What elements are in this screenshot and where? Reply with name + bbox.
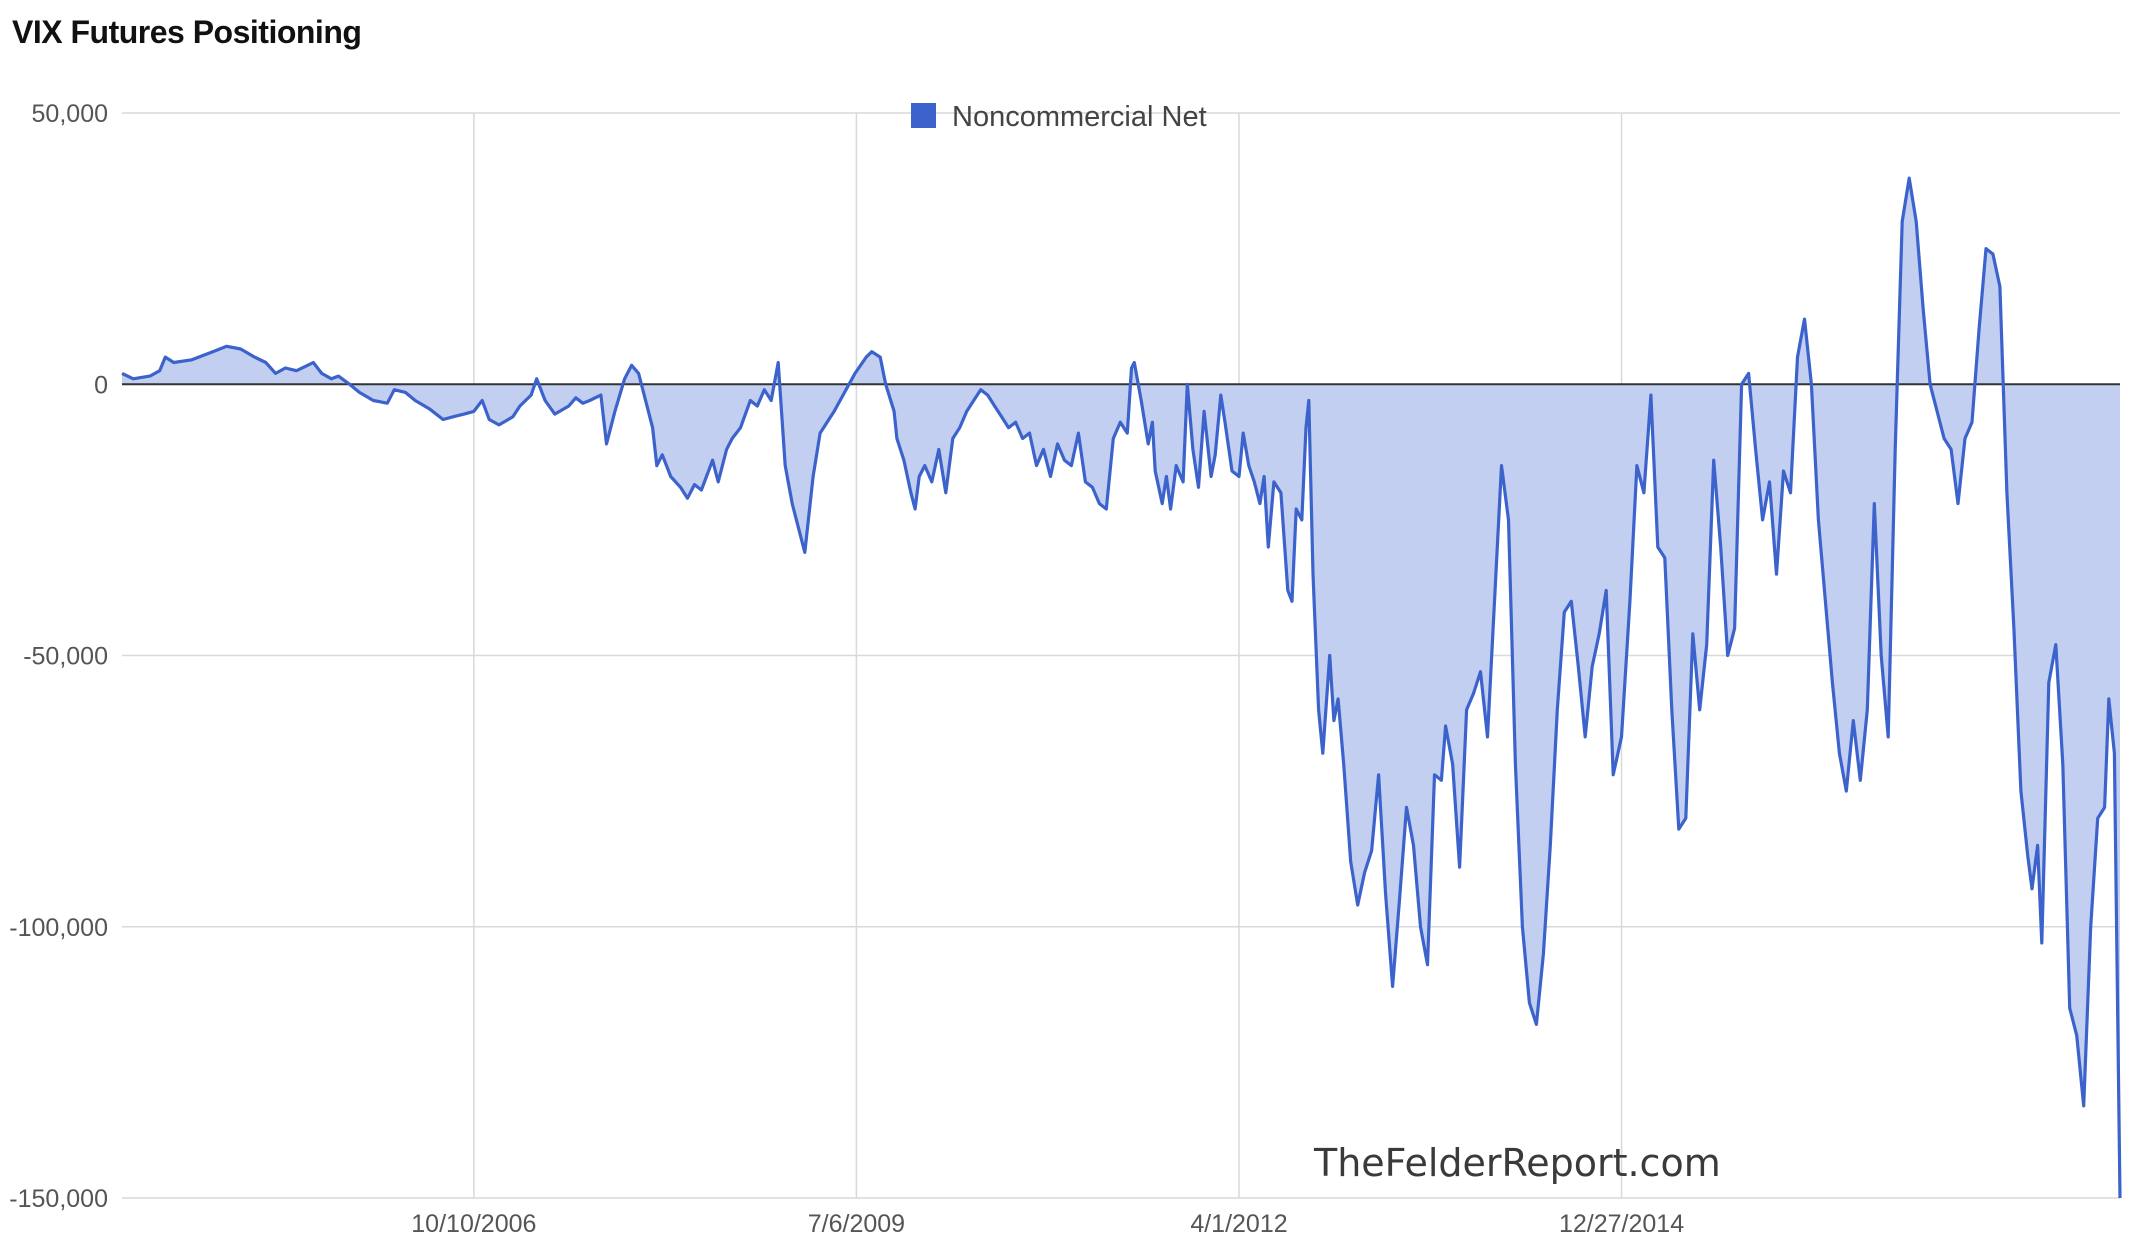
- legend-label: Noncommercial Net: [952, 101, 1207, 133]
- y-tick-label: -100,000: [9, 914, 108, 942]
- watermark-text: TheFelderReport.com: [1313, 1141, 1721, 1185]
- x-tick-label: 10/10/2006: [411, 1210, 536, 1238]
- y-tick-label: 50,000: [32, 100, 108, 128]
- x-tick-label: 12/27/2014: [1559, 1210, 1684, 1238]
- series-area-fill: [122, 178, 2120, 1199]
- series-line: [121, 176, 2122, 1199]
- y-tick-label: -150,000: [9, 1185, 108, 1213]
- area-series: [121, 176, 2122, 1199]
- x-tick-label: 4/1/2012: [1190, 1210, 1287, 1238]
- legend-swatch: [911, 103, 936, 128]
- x-tick-label: 7/6/2009: [808, 1210, 905, 1238]
- chart-title: VIX Futures Positioning: [12, 14, 362, 50]
- axes: 50,000 0 -50,000 -100,000 -150,000 10/10/2006…: [9, 100, 1684, 1238]
- legend[interactable]: Noncommercial Net: [911, 101, 1207, 133]
- y-tick-label: 0: [94, 371, 108, 399]
- gridlines: [122, 112, 2120, 1199]
- y-tick-label: -50,000: [23, 643, 108, 671]
